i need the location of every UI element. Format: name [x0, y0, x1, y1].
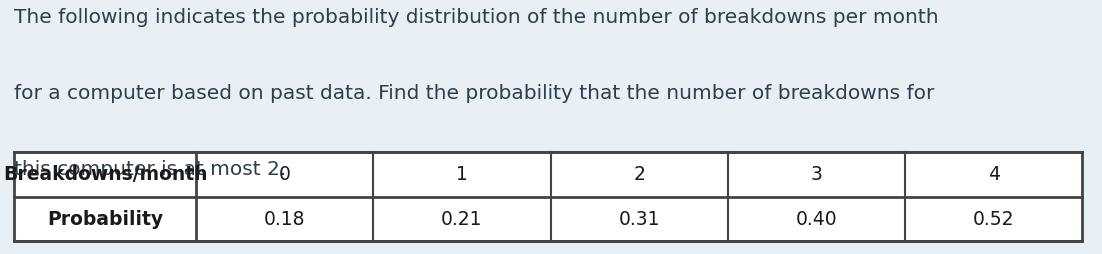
Text: for a computer based on past data. Find the probability that the number of break: for a computer based on past data. Find … — [14, 84, 934, 103]
Text: 2: 2 — [634, 165, 645, 184]
Bar — [14, 152, 1082, 241]
Text: 0.52: 0.52 — [973, 210, 1014, 229]
Text: 1: 1 — [456, 165, 468, 184]
Text: 4: 4 — [987, 165, 1000, 184]
Text: Breakdowns/month: Breakdowns/month — [3, 165, 207, 184]
Text: Probability: Probability — [47, 210, 163, 229]
Text: 0.40: 0.40 — [796, 210, 838, 229]
Text: 3: 3 — [810, 165, 822, 184]
Bar — [14, 152, 1082, 241]
Text: this computer is at most 2.: this computer is at most 2. — [14, 160, 287, 179]
Text: 0.21: 0.21 — [441, 210, 483, 229]
Text: 0.18: 0.18 — [264, 210, 305, 229]
Text: The following indicates the probability distribution of the number of breakdowns: The following indicates the probability … — [14, 8, 939, 27]
Text: 0: 0 — [279, 165, 291, 184]
Text: 0.31: 0.31 — [618, 210, 660, 229]
